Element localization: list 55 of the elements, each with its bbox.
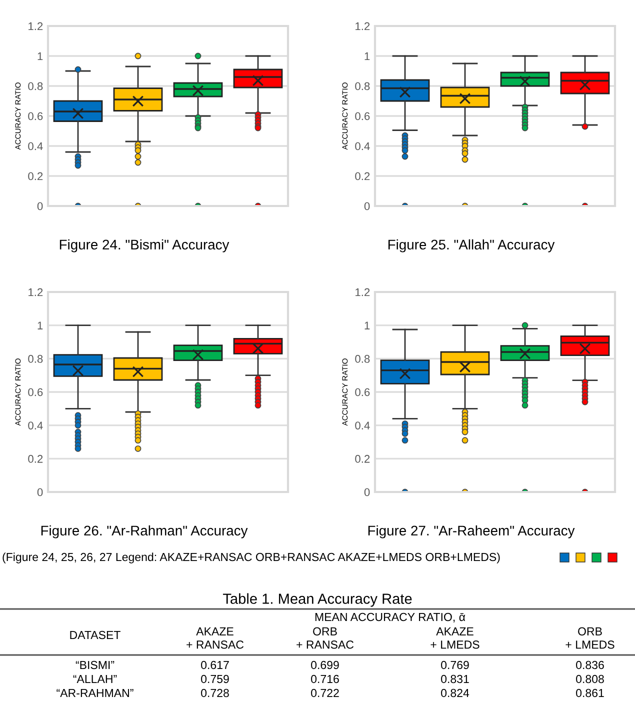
y-tick-label: 0.8	[355, 354, 370, 363]
text: 0.617	[201, 660, 229, 670]
text: 0.808	[576, 674, 604, 684]
y-tick-label: 0.4	[355, 142, 370, 150]
text: ORB + RANSAC	[296, 627, 354, 649]
y-tick-label: 1	[38, 322, 43, 330]
text: 0.699	[311, 660, 339, 670]
text: 0.716	[311, 674, 339, 684]
text: DATASET	[70, 630, 120, 640]
text: Figure 26. "Ar-Rahman" Accuracy	[41, 525, 248, 538]
text: 0.728	[201, 688, 229, 698]
y-tick-label: 1.2	[28, 22, 43, 30]
text: Figure 27. "Ar-Raheem" Accuracy	[368, 525, 575, 538]
y-tick-label: 0.2	[355, 172, 370, 180]
y-tick-label: 1	[38, 52, 43, 60]
text: 0.831	[441, 674, 469, 684]
y-tick-label: 1	[364, 322, 370, 330]
y-tick-label: 0.8	[28, 354, 43, 363]
y-tick-label: 1.2	[356, 22, 370, 30]
y-tick-label: 0.4	[355, 422, 370, 430]
y-tick-label: 1.2	[356, 288, 370, 296]
y-tick-label: 0.4	[28, 422, 43, 430]
text: “AR-RAHMAN”	[56, 689, 134, 697]
y-tick-label: 0.6	[355, 388, 370, 396]
y-tick-label: 0	[364, 202, 370, 210]
text: MEAN ACCURACY RATIO, ᾱ	[315, 612, 466, 622]
y-tick-label: 1.2	[28, 288, 43, 296]
y-tick-label: 0.2	[28, 454, 43, 463]
y-tick-label: 0.6	[28, 112, 43, 120]
text: 0.824	[441, 688, 470, 698]
y-tick-label: 0.8	[355, 82, 370, 90]
text: Figure 24. "Bismi" Accuracy	[60, 239, 230, 252]
text: “BISMI”	[76, 660, 114, 670]
y-tick-label: 0.6	[28, 388, 43, 396]
y-tick-label: 0.8	[28, 82, 43, 90]
text: 0.759	[201, 674, 229, 684]
text: ORB + LMEDS	[566, 627, 614, 649]
text: “ALLAH”	[73, 675, 117, 683]
text: AKAZE + RANSAC	[186, 627, 244, 649]
text: Table 1. Mean Accuracy Rate	[222, 593, 412, 607]
y-tick-label: 0.6	[355, 112, 370, 120]
y-tick-label: 0	[37, 488, 43, 496]
y-tick-label: 0.2	[28, 172, 43, 180]
text: 0.769	[441, 660, 469, 670]
text: (Figure 24, 25, 26, 27 Legend: AKAZE+RANSAC ORB+RANSAC AKAZE+LMEDS ORB+LMEDS)	[2, 552, 500, 564]
y-tick-label: 0	[37, 202, 43, 210]
y-tick-label: 0	[364, 488, 370, 496]
y-tick-label: 0.4	[28, 142, 43, 150]
text: Figure 25. "Allah" Accuracy	[388, 239, 555, 252]
text: AKAZE + LMEDS	[430, 627, 480, 649]
y-tick-label: 1	[364, 52, 370, 60]
text: 0.722	[311, 688, 339, 698]
y-tick-label: 0.2	[355, 454, 370, 463]
text: 0.861	[576, 688, 604, 698]
text: 0.836	[576, 660, 604, 670]
